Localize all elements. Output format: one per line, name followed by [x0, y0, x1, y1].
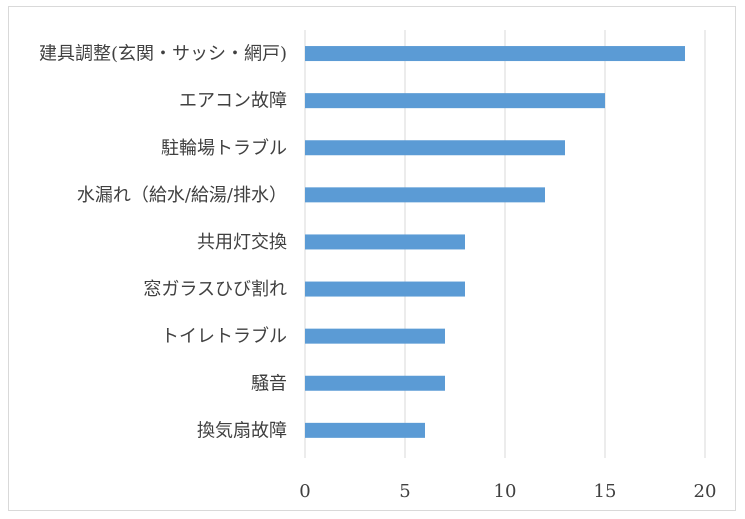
category-label: トイレトラブル	[161, 325, 287, 347]
bar	[305, 375, 445, 391]
category-label: 窓ガラスひび割れ	[143, 279, 287, 300]
bar	[305, 46, 685, 62]
bar	[305, 328, 445, 344]
bar	[305, 140, 565, 156]
bar	[305, 93, 605, 109]
category-label: 駐輪場トラブル	[161, 137, 287, 159]
x-tick-label: 10	[494, 481, 517, 502]
category-labels: 建具調整(玄関・サッシ・網戸) エアコン故障駐輪場トラブル水漏れ（給水/給湯/排水…	[39, 44, 287, 442]
bar	[305, 187, 545, 203]
category-label: 騒音	[251, 373, 287, 394]
category-label: 水漏れ（給水/給湯/排水）	[77, 185, 287, 206]
bar	[305, 422, 425, 438]
category-label: 換気扇故障	[197, 420, 287, 441]
x-tick-label: 20	[694, 481, 717, 502]
bar	[305, 234, 465, 250]
x-tick-label: 15	[594, 481, 617, 502]
x-tick-label: 0	[299, 481, 310, 502]
x-tick-label: 5	[399, 481, 410, 502]
bar	[305, 281, 465, 297]
category-label: 建具調整(玄関・サッシ・網戸)	[39, 44, 287, 65]
category-label: エアコン故障	[179, 91, 287, 112]
category-label: 共用灯交換	[197, 232, 287, 253]
bars	[305, 46, 685, 438]
x-tick-labels: 0 5 10 15 20	[299, 481, 716, 502]
